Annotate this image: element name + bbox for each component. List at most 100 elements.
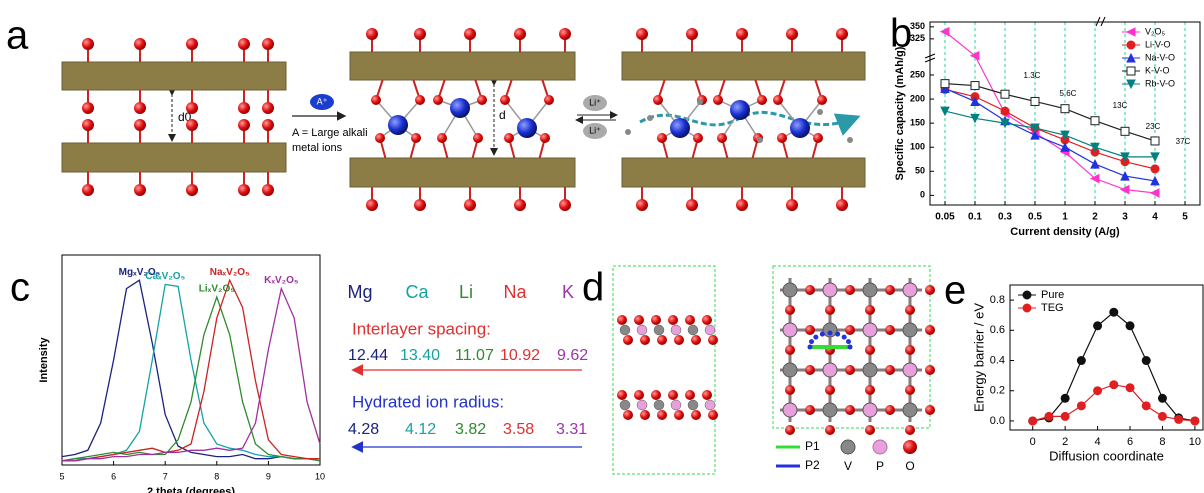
atom-o — [805, 285, 815, 295]
atom-p — [903, 363, 917, 377]
atom-o — [691, 410, 701, 420]
row-value: 12.44 — [348, 347, 388, 364]
spacing-label: d — [499, 108, 506, 122]
atom-o — [504, 133, 514, 143]
atom-p — [863, 403, 877, 417]
atom-o — [186, 38, 198, 50]
row-value: 3.31 — [556, 421, 587, 438]
atom-o — [825, 425, 835, 435]
atom-o — [559, 199, 571, 211]
x-tick-label: 1 — [1062, 212, 1068, 223]
atom-o — [785, 425, 795, 435]
path-p2 — [808, 345, 813, 350]
atom-o — [617, 315, 627, 325]
x-tick-label: 5 — [1182, 212, 1188, 223]
panel-label: e — [944, 269, 966, 313]
atom-v — [783, 363, 797, 377]
li-ion — [757, 137, 763, 143]
atom-v — [863, 283, 877, 297]
x-tick-label: 2 — [1092, 212, 1098, 223]
atom-o — [736, 199, 748, 211]
x-tick-label: 7 — [163, 471, 168, 481]
atom-v — [823, 403, 837, 417]
atom-o — [464, 199, 476, 211]
legend-label: V₂O₅ — [1145, 26, 1165, 36]
atom-o — [366, 28, 378, 40]
atom-o — [785, 385, 795, 395]
atom-o — [825, 385, 835, 395]
legend-marker — [1127, 67, 1135, 75]
atom-p — [637, 400, 647, 410]
legend-label: O — [905, 459, 914, 473]
li-ion — [847, 137, 853, 143]
point — [1175, 415, 1183, 423]
atom-o — [865, 425, 875, 435]
atom-p — [903, 283, 917, 297]
atom-o — [262, 38, 274, 50]
point — [1077, 357, 1085, 365]
atom-o — [836, 199, 848, 211]
row-value: 10.92 — [500, 347, 540, 364]
slab — [62, 143, 286, 172]
atom-o — [905, 385, 915, 395]
series-line — [62, 289, 320, 461]
x-tick-label: 0 — [1030, 436, 1036, 448]
atom-v — [620, 325, 630, 335]
ion-name: Ca — [405, 282, 429, 302]
ion-badge-label: Li⁺ — [589, 97, 601, 107]
atom-o — [865, 385, 875, 395]
atom-o — [238, 119, 250, 131]
atom-p — [783, 323, 797, 337]
point — [1121, 127, 1129, 135]
atom-o — [674, 335, 684, 345]
atom-o — [414, 199, 426, 211]
atom-o — [813, 133, 823, 143]
atom-p — [671, 325, 681, 335]
annotation: 23C — [1146, 122, 1161, 131]
atom-o — [262, 184, 274, 196]
atom-o — [885, 285, 895, 295]
atom-o — [905, 305, 915, 315]
x-tick-label: 8 — [1159, 436, 1165, 448]
atom-o — [865, 345, 875, 355]
ion-name: Mg — [347, 282, 372, 302]
y-tick-label: 250 — [910, 69, 925, 79]
atom-o — [845, 405, 855, 415]
point — [1094, 387, 1102, 395]
atom-o — [685, 390, 695, 400]
point — [1091, 160, 1099, 168]
point — [1061, 143, 1069, 151]
point — [1126, 322, 1134, 330]
legend-label: Rb-V-O — [1145, 78, 1175, 88]
point — [1061, 105, 1069, 113]
series-line — [62, 280, 320, 459]
legend-label: P2 — [805, 458, 820, 472]
y-axis-label: Specific capacity (mAh/g) — [894, 46, 906, 180]
legend-label: V — [844, 459, 852, 473]
atom-o — [785, 345, 795, 355]
atom-o — [817, 95, 827, 105]
atom-o — [134, 119, 146, 131]
cation — [517, 118, 537, 138]
atom-o — [825, 305, 835, 315]
row-value: 11.07 — [455, 347, 494, 364]
atom-p — [637, 325, 647, 335]
atom-o — [262, 102, 274, 114]
atom-o — [186, 184, 198, 196]
atom-o — [640, 410, 650, 420]
atom-o — [415, 95, 425, 105]
atom-o — [657, 133, 667, 143]
cell-box — [613, 266, 715, 474]
atom-o — [885, 405, 895, 415]
atom-o — [186, 119, 198, 131]
x-tick-label: 9 — [266, 471, 271, 481]
atom-o — [433, 95, 443, 105]
atom-o — [885, 325, 895, 335]
atom-o — [925, 365, 935, 375]
atom-o — [757, 95, 767, 105]
legend-label: K-V-O — [1145, 65, 1170, 75]
atom-o — [634, 390, 644, 400]
atom-o — [82, 119, 94, 131]
atom-o — [544, 95, 554, 105]
point — [941, 107, 949, 115]
